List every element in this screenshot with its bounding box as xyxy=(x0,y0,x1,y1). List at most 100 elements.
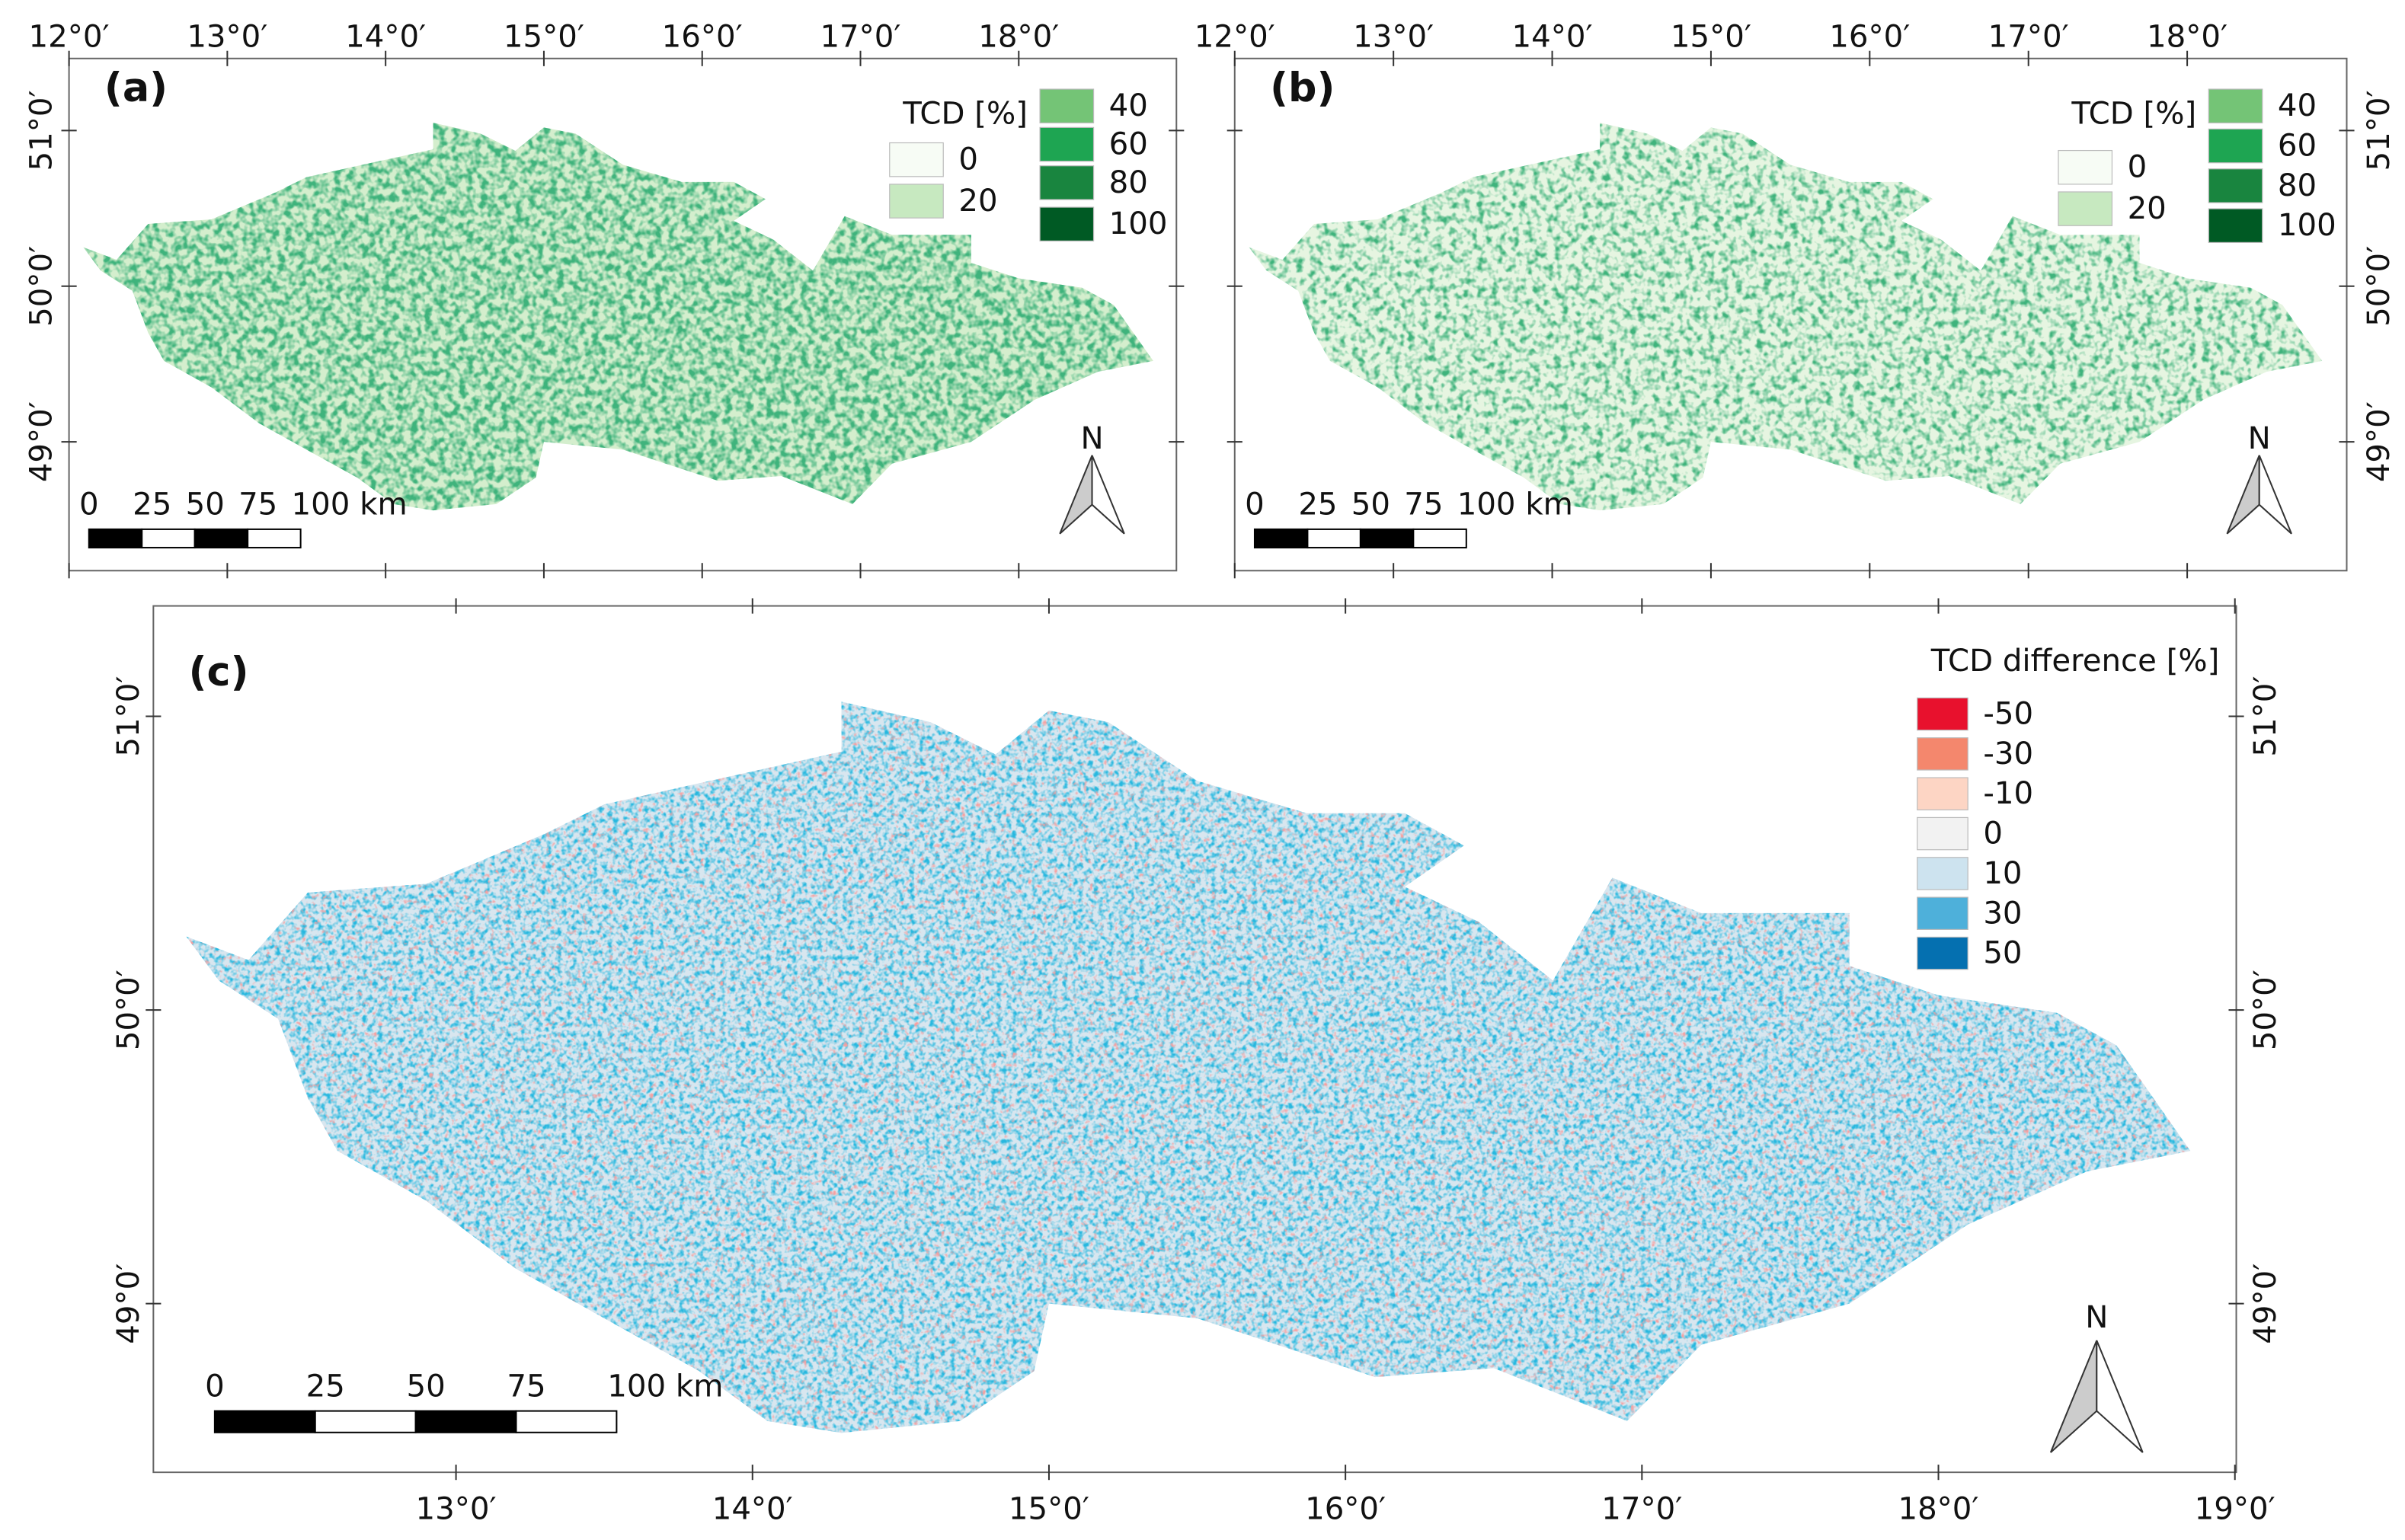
lat-label: 50°0′ xyxy=(2248,970,2283,1050)
map-frame xyxy=(152,605,2237,1474)
lat-label: 49°0′ xyxy=(111,1264,146,1344)
scale-label: 100 km xyxy=(1457,487,1573,522)
legend-swatch xyxy=(2208,128,2263,164)
legend-label: 100 xyxy=(2278,208,2336,243)
north-arrow-left xyxy=(2049,1340,2098,1453)
north-label: N xyxy=(2248,421,2271,456)
legend-swatch xyxy=(889,142,944,177)
legend-swatch xyxy=(1917,697,1968,731)
map-frame xyxy=(1233,57,2348,572)
map-frame xyxy=(68,57,1178,572)
raster-texture xyxy=(186,701,2191,1433)
map-panel: (b) 12°0′ 13°0′ 14°0′ 15°0′ 16°0′ 17°0′ 18°0′ 51… xyxy=(1195,20,2397,579)
lon-label: 16°0′ xyxy=(1829,20,1910,55)
lon-label: 14°0′ xyxy=(712,1491,793,1526)
lat-label: 51°0′ xyxy=(111,676,146,756)
lon-label: 16°0′ xyxy=(1305,1491,1386,1526)
panel-label: (a) xyxy=(104,65,168,111)
scale-segment xyxy=(1253,528,1309,549)
legend-label: 0 xyxy=(2128,150,2148,185)
legend-label: 10 xyxy=(1983,856,2022,891)
scale-segment xyxy=(1359,528,1415,549)
legend-swatch xyxy=(2208,88,2263,123)
lon-label: 19°0′ xyxy=(2195,1491,2275,1526)
scale-label: 100 km xyxy=(292,487,408,522)
legend-label: 20 xyxy=(958,184,997,219)
lon-label: 14°0′ xyxy=(1512,20,1593,55)
lat-label: 50°0′ xyxy=(24,246,59,327)
legend-swatch xyxy=(1917,816,1968,851)
scale-label: 75 xyxy=(507,1369,545,1404)
legend-label: 80 xyxy=(2278,168,2317,203)
raster-texture xyxy=(1249,123,2323,511)
lon-label: 15°0′ xyxy=(504,20,584,55)
scale-label: 25 xyxy=(306,1369,345,1404)
scale-label: 25 xyxy=(133,487,171,522)
scale-segment xyxy=(515,1410,618,1433)
panel-label: (b) xyxy=(1270,65,1335,111)
legend-title: TCD difference [%] xyxy=(1930,644,2220,679)
legend-label: 100 xyxy=(1109,206,1168,241)
north-arrow-right xyxy=(2258,455,2292,535)
legend-label: 50 xyxy=(1983,936,2022,971)
legend-swatch xyxy=(1039,206,1095,241)
lat-label: 51°0′ xyxy=(2248,676,2283,756)
lon-label: 18°0′ xyxy=(2147,20,2228,55)
legend-swatch xyxy=(1917,737,1968,771)
legend-label: 40 xyxy=(2278,88,2317,123)
north-arrow-left xyxy=(2226,455,2260,535)
lat-label: 51°0′ xyxy=(2362,90,2397,171)
scale-label: 50 xyxy=(1351,487,1390,522)
panel-label: (c) xyxy=(189,649,249,695)
legend-swatch xyxy=(1039,165,1095,200)
legend-label: 0 xyxy=(1983,816,2003,851)
legend-title: TCD [%] xyxy=(902,96,1028,131)
legend-label: -30 xyxy=(1983,736,2033,772)
legend-swatch xyxy=(2208,168,2263,203)
scale-label: 0 xyxy=(205,1369,225,1404)
north-arrow-right xyxy=(1091,455,1125,535)
lon-label: 17°0′ xyxy=(820,20,900,55)
legend-swatch xyxy=(889,184,944,219)
lat-label: 49°0′ xyxy=(2362,401,2397,482)
legend-swatch xyxy=(1917,777,1968,810)
lon-label: 13°0′ xyxy=(1353,20,1434,55)
scale-segment xyxy=(1306,528,1361,549)
scale-segment xyxy=(213,1410,316,1433)
legend-label: -50 xyxy=(1983,697,2033,732)
legend-swatch xyxy=(1917,936,1968,970)
scale-segment xyxy=(247,528,302,549)
legend-label: -10 xyxy=(1983,776,2033,811)
legend-label: 40 xyxy=(1109,88,1148,123)
legend-swatch xyxy=(1039,88,1095,123)
legend-swatch xyxy=(2208,208,2263,243)
scale-segment xyxy=(1412,528,1467,549)
scale-segment xyxy=(141,528,196,549)
scale-label: 50 xyxy=(186,487,225,522)
lon-label: 15°0′ xyxy=(1009,1491,1089,1526)
scale-segment xyxy=(414,1410,517,1433)
lon-label: 17°0′ xyxy=(1601,1491,1682,1526)
lon-label: 15°0′ xyxy=(1671,20,1751,55)
lon-label: 17°0′ xyxy=(1988,20,2069,55)
scale-segment xyxy=(193,528,249,549)
lon-label: 16°0′ xyxy=(662,20,743,55)
lon-label: 18°0′ xyxy=(978,20,1059,55)
lon-label: 12°0′ xyxy=(1195,20,1275,55)
lon-label: 13°0′ xyxy=(187,20,267,55)
scale-label: 25 xyxy=(1298,487,1337,522)
legend-swatch xyxy=(2058,191,2113,226)
scale-segment xyxy=(88,528,143,549)
legend-label: 0 xyxy=(958,142,978,177)
lon-label: 14°0′ xyxy=(345,20,426,55)
map-panel: (a) 12°0′ 13°0′ 14°0′ 15°0′ 16°0′ 17°0′ 18°0′ 51… xyxy=(24,20,1185,579)
legend-swatch xyxy=(2058,149,2113,185)
lon-label: 18°0′ xyxy=(1898,1491,1978,1526)
north-label: N xyxy=(1080,421,1103,456)
legend-swatch xyxy=(1917,857,1968,890)
scale-label: 75 xyxy=(238,487,277,522)
lon-label: 12°0′ xyxy=(29,20,110,55)
legend-label: 80 xyxy=(1109,165,1148,200)
north-arrow-right xyxy=(2096,1340,2144,1453)
